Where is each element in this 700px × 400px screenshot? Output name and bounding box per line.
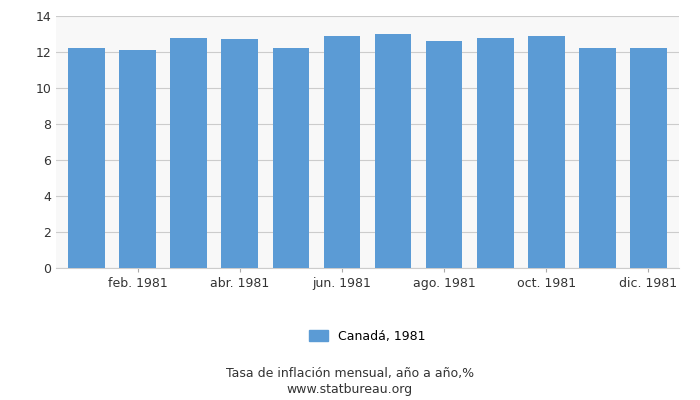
Bar <box>528 36 565 268</box>
Legend: Canadá, 1981: Canadá, 1981 <box>309 330 426 343</box>
Bar <box>69 48 105 268</box>
Bar <box>323 36 360 268</box>
Text: www.statbureau.org: www.statbureau.org <box>287 384 413 396</box>
Bar <box>272 48 309 268</box>
Bar <box>426 41 463 268</box>
Bar <box>579 48 616 268</box>
Bar <box>630 48 666 268</box>
Bar <box>221 40 258 268</box>
Bar <box>374 34 412 268</box>
Bar <box>170 38 207 268</box>
Bar <box>119 50 156 268</box>
Bar <box>477 38 514 268</box>
Text: Tasa de inflación mensual, año a año,%: Tasa de inflación mensual, año a año,% <box>226 368 474 380</box>
